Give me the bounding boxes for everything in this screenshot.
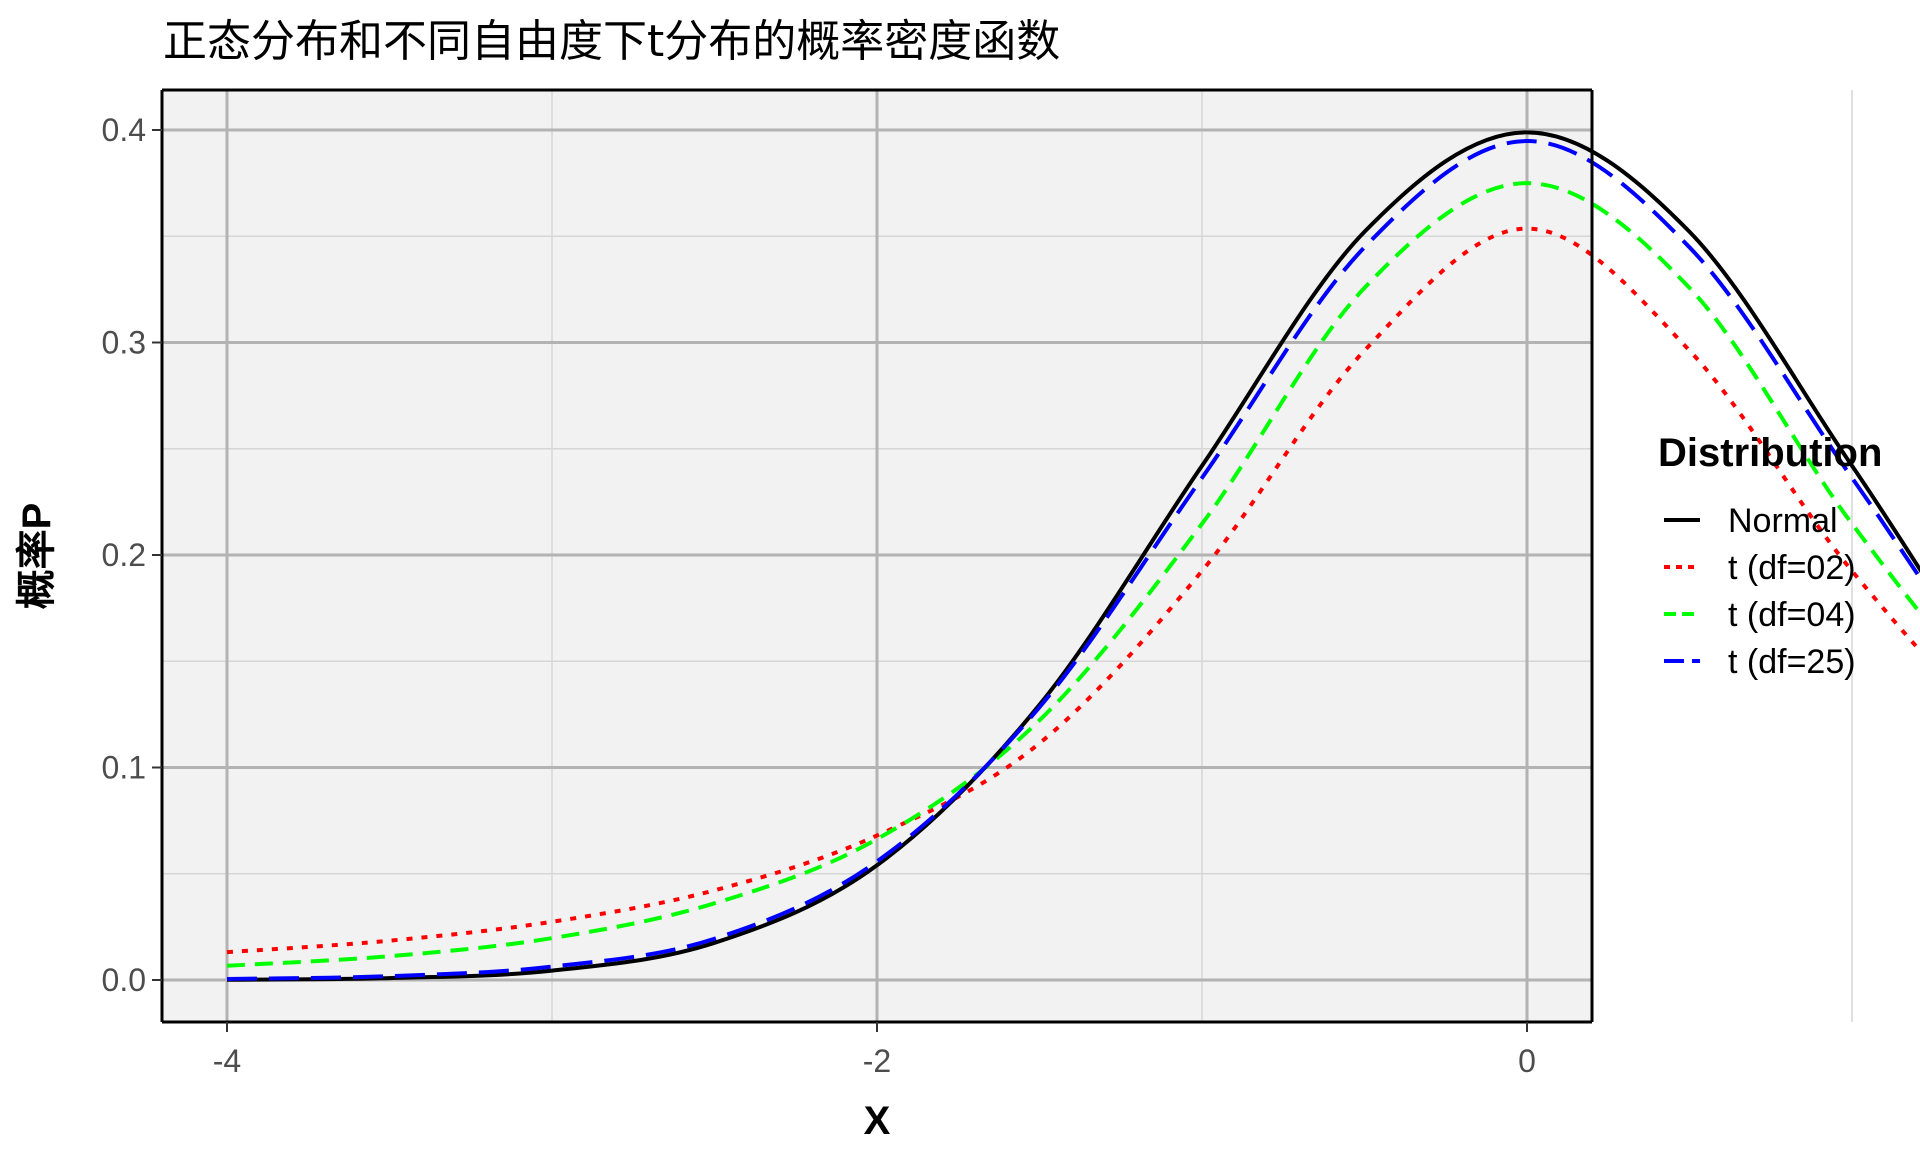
y-axis-title: 概率P: [15, 503, 59, 610]
x-tick-label: 0: [1518, 1043, 1536, 1079]
major-grid: [162, 90, 1592, 1022]
y-tick-label: 0.1: [102, 750, 146, 786]
y-tick-label: 0.3: [102, 325, 146, 361]
x-tick-label: -2: [863, 1043, 891, 1079]
legend: Distribution Normal t (df=02) t (df=04) t (…: [1658, 431, 1882, 681]
y-tick-label: 0.0: [102, 962, 146, 998]
legend-items: Normal t (df=02) t (df=04) t (df=25): [1664, 502, 1856, 681]
legend-label: t (df=04): [1728, 596, 1856, 634]
legend-label: t (df=02): [1728, 549, 1856, 587]
legend-title: Distribution: [1658, 431, 1882, 475]
legend-label: Normal: [1728, 502, 1838, 540]
chart-title: 正态分布和不同自由度下t分布的概率密度函数: [163, 16, 1060, 67]
series-lines: [226, 130, 1920, 982]
y-tick-label: 0.2: [102, 537, 146, 573]
x-axis-title: X: [864, 1099, 891, 1143]
y-tick-label: 0.4: [102, 112, 146, 148]
series-line-t-df-04: [226, 181, 1920, 968]
series-line-t-df-25: [226, 139, 1920, 981]
y-axis-ticks: 0.0 0.1 0.2 0.3 0.4: [102, 112, 162, 998]
series-line-normal: [226, 130, 1920, 982]
x-axis-ticks: -4-2024: [213, 1022, 1536, 1079]
legend-label: t (df=25): [1728, 643, 1856, 681]
x-tick-label: -4: [213, 1043, 241, 1079]
